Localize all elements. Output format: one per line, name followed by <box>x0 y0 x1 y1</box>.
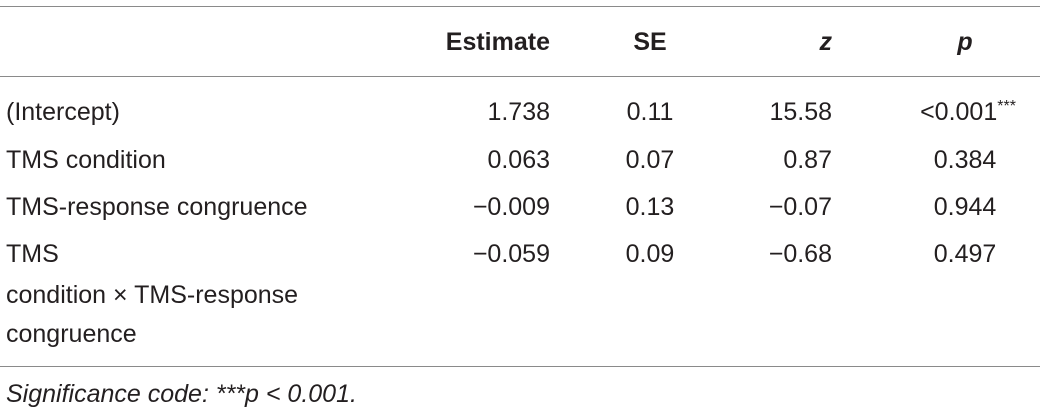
cell-z: 0.87 <box>783 146 832 174</box>
row-label: TMS-response congruence <box>6 193 308 221</box>
row-label-line: condition × TMS-response <box>6 281 299 309</box>
header-estimate: Estimate <box>445 28 550 56</box>
p-value-text: <0.001 <box>920 98 998 126</box>
cell-z: −0.07 <box>768 193 832 221</box>
table-header-rule <box>0 76 1040 77</box>
cell-z: 15.58 <box>769 98 832 126</box>
cell-z: −0.68 <box>768 240 832 268</box>
cell-p: 0.384 <box>933 146 997 174</box>
header-z: z <box>819 28 833 56</box>
cell-estimate: 1.738 <box>487 98 550 126</box>
cell-se: 0.09 <box>625 240 675 268</box>
row-label: (Intercept) <box>6 98 120 126</box>
cell-estimate: −0.059 <box>472 240 550 268</box>
cell-p: 0.944 <box>933 193 997 221</box>
cell-se: 0.11 <box>626 98 674 126</box>
table-top-rule <box>0 6 1040 7</box>
header-p: p <box>957 28 973 56</box>
cell-p: 0.497 <box>933 240 997 268</box>
row-label-line: congruence <box>6 320 137 348</box>
cell-se: 0.13 <box>625 193 675 221</box>
row-label-line: TMS <box>6 240 59 268</box>
table-footnote: Significance code: ***p < 0.001. <box>6 380 357 408</box>
cell-se: 0.07 <box>625 146 675 174</box>
significance-marker: *** <box>997 98 1016 115</box>
header-se: SE <box>633 28 667 56</box>
cell-estimate: −0.009 <box>472 193 550 221</box>
cell-p: <0.001*** <box>900 92 1036 133</box>
row-label: TMS condition <box>6 146 166 174</box>
table-bottom-rule <box>0 366 1040 367</box>
cell-estimate: 0.063 <box>487 146 550 174</box>
